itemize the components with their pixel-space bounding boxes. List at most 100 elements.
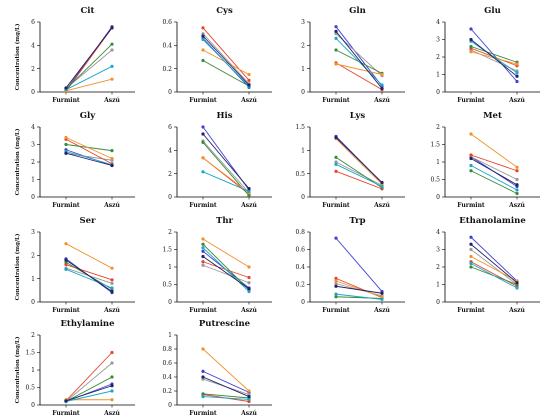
- x-category-label: Furmint: [322, 202, 350, 209]
- data-point: [334, 135, 338, 140]
- y-tick-label: 6: [168, 124, 172, 131]
- series-line: [65, 385, 113, 402]
- series-line: [335, 280, 383, 298]
- data-point: [110, 361, 114, 365]
- series-line: [65, 152, 113, 161]
- data-point: [201, 260, 205, 264]
- panel-title: Gln: [349, 6, 366, 16]
- y-axis-title: Concentration (mg/L): [14, 23, 21, 90]
- y-tick-label: 2: [436, 264, 440, 271]
- data-point: [110, 350, 114, 355]
- data-point: [247, 194, 251, 198]
- data-point: [201, 156, 205, 160]
- data-point: [201, 395, 205, 399]
- data-point: [469, 169, 473, 173]
- y-tick-label: 0: [31, 402, 35, 409]
- data-point: [64, 151, 68, 155]
- series-line: [202, 140, 250, 194]
- data-point: [110, 389, 114, 393]
- panel-title: Ethanolamine: [459, 216, 526, 226]
- series-line: [65, 390, 113, 402]
- data-point: [515, 281, 519, 285]
- data-point: [64, 263, 68, 267]
- series-line: [470, 236, 518, 282]
- data-point: [469, 235, 473, 239]
- data-point: [334, 292, 338, 296]
- x-category-label: Furmint: [457, 202, 485, 209]
- data-point: [334, 162, 338, 166]
- data-point: [110, 42, 114, 46]
- data-point: [201, 26, 205, 30]
- y-tick-label: 0: [31, 194, 35, 201]
- data-point: [201, 34, 205, 38]
- series-line: [470, 133, 518, 168]
- y-tick-label: 0.4: [295, 264, 305, 271]
- x-category-label: Furmint: [52, 97, 80, 104]
- data-point: [110, 77, 114, 81]
- y-tick-label: 0: [168, 402, 172, 409]
- data-point: [110, 384, 114, 388]
- data-point: [334, 36, 338, 40]
- panel-cys: Cys 0 0.2 0.4 0.6 Furmint Aszú: [162, 6, 272, 104]
- y-tick-label: 0: [31, 299, 35, 306]
- data-point: [515, 286, 519, 290]
- data-point: [247, 281, 251, 285]
- data-point: [247, 397, 251, 401]
- series-line: [335, 293, 383, 300]
- x-category-label: Furmint: [189, 307, 217, 314]
- x-category-label: Furmint: [457, 97, 485, 104]
- x-category-label: Aszú: [240, 97, 257, 104]
- panel-glu: Glu 0 1 2 3 4 Furmint Aszú: [436, 6, 540, 104]
- series-line: [202, 60, 250, 87]
- data-point: [334, 282, 338, 286]
- series-line: [202, 370, 250, 393]
- data-point: [380, 297, 384, 301]
- panel-title: Cit: [81, 6, 95, 16]
- data-point: [201, 242, 205, 246]
- data-point: [380, 295, 384, 299]
- data-point: [515, 191, 519, 196]
- y-tick-label: 2: [301, 43, 305, 50]
- data-point: [247, 83, 251, 87]
- data-point: [334, 155, 338, 159]
- data-point: [334, 62, 338, 66]
- series-line: [470, 154, 518, 172]
- data-point: [201, 140, 205, 144]
- series-line: [335, 31, 383, 89]
- data-point: [334, 25, 338, 29]
- y-tick-label: 0.4: [162, 374, 172, 381]
- data-point: [110, 163, 114, 168]
- data-point: [334, 29, 338, 33]
- y-tick-label: 1: [301, 148, 305, 155]
- panel-his: His 0 2 4 6 Furmint Aszú: [168, 111, 272, 209]
- x-category-label: Aszú: [103, 97, 120, 104]
- y-tick-label: 2: [31, 253, 35, 260]
- y-tick-label: 1: [436, 72, 440, 79]
- series-line: [202, 348, 250, 392]
- y-axis-title: Concentration (mg/L): [14, 233, 21, 300]
- series-line: [202, 238, 250, 268]
- data-point: [110, 149, 114, 153]
- y-tick-label: 2: [31, 159, 35, 166]
- data-point: [201, 254, 205, 259]
- y-tick-label: 0.5: [430, 177, 440, 184]
- data-point: [380, 86, 384, 91]
- x-category-label: Furmint: [322, 307, 350, 314]
- y-tick-label: 0: [168, 299, 172, 306]
- panel-thr: Thr 0 0.5 1 1.5 2 Furmint Aszú: [162, 216, 272, 314]
- data-point: [247, 187, 251, 191]
- y-tick-label: 1: [436, 159, 440, 166]
- y-tick-label: 0: [436, 89, 440, 96]
- y-tick-label: 3: [436, 247, 440, 254]
- y-tick-label: 0.2: [162, 388, 172, 395]
- series-line: [470, 158, 518, 186]
- data-point: [334, 276, 338, 280]
- data-point: [334, 48, 338, 52]
- data-point: [515, 169, 519, 173]
- y-tick-label: 0.5: [295, 171, 305, 178]
- y-tick-label: 3: [31, 229, 35, 236]
- data-point: [247, 72, 251, 77]
- data-point: [380, 83, 384, 87]
- x-category-label: Aszú: [508, 97, 525, 104]
- x-category-label: Furmint: [52, 307, 80, 314]
